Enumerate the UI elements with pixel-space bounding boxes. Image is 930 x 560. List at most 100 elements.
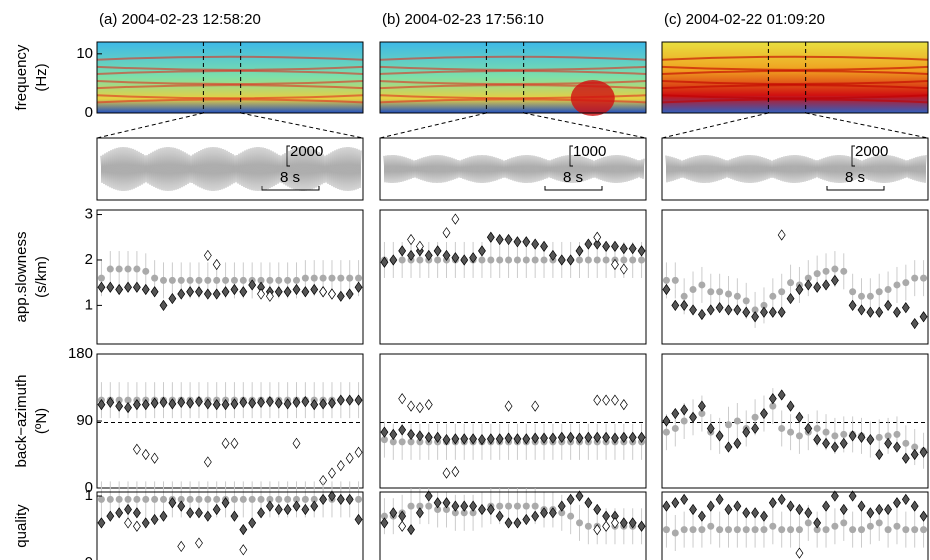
point [151, 274, 159, 282]
point [496, 502, 504, 510]
point [857, 431, 866, 443]
point [557, 500, 566, 512]
point [337, 274, 345, 282]
point [407, 502, 415, 510]
point [575, 490, 584, 502]
point [132, 281, 141, 293]
point [115, 265, 123, 273]
point [141, 448, 150, 461]
point [531, 510, 540, 522]
point [495, 433, 504, 445]
point [204, 495, 212, 503]
point [593, 503, 602, 516]
zoom-line [523, 112, 647, 139]
point [724, 441, 733, 453]
point [584, 238, 593, 250]
y-tick-label: 1 [85, 296, 93, 313]
point [689, 526, 697, 534]
point [310, 500, 319, 512]
point [407, 400, 415, 412]
point [442, 467, 451, 479]
point [239, 396, 248, 408]
point [751, 306, 759, 314]
point [716, 288, 724, 296]
point [760, 306, 768, 318]
amplitude-bar [569, 145, 573, 167]
point [558, 509, 566, 517]
spectrogram-band [379, 84, 647, 90]
point [159, 510, 168, 522]
point [522, 433, 531, 445]
point [97, 399, 106, 411]
y-axis-label: back−azimuth [13, 375, 30, 468]
y-axis-label: app.slowness [13, 232, 30, 323]
point [319, 286, 328, 298]
point [593, 431, 602, 443]
point [680, 292, 688, 300]
point [505, 256, 513, 264]
point [195, 286, 203, 298]
point [602, 240, 611, 252]
point [831, 522, 839, 530]
point [849, 526, 857, 534]
point [680, 299, 689, 312]
point [142, 495, 150, 503]
point [195, 537, 203, 549]
point [460, 433, 469, 445]
point [292, 396, 301, 408]
y-axis-label: (s/km) [33, 256, 50, 298]
point [576, 256, 583, 264]
point [804, 279, 813, 291]
point [389, 507, 398, 519]
point [840, 430, 848, 438]
point [124, 396, 132, 404]
spectrogram-band [661, 84, 929, 90]
point [619, 517, 628, 529]
time-bar [826, 186, 885, 191]
spectrogram-band [96, 98, 364, 104]
point [875, 288, 883, 296]
point [478, 503, 486, 516]
point [460, 500, 469, 512]
zoom-line [805, 112, 929, 139]
time-scale: 8 s [563, 169, 583, 186]
point [451, 466, 460, 478]
point [168, 276, 176, 284]
point [822, 267, 830, 275]
point [160, 276, 167, 284]
spectrogram-band [96, 69, 364, 75]
point [425, 502, 433, 510]
point [239, 495, 247, 503]
point [504, 400, 513, 412]
y-axis-label: frequency [13, 44, 30, 110]
point [786, 500, 795, 512]
time-scale: 8 s [845, 169, 865, 186]
point [813, 281, 822, 293]
spectrogram-image [97, 42, 363, 113]
panel-frame [96, 137, 364, 201]
point [160, 495, 167, 503]
point [777, 389, 786, 401]
point [725, 290, 732, 298]
point [124, 495, 132, 503]
point [177, 288, 186, 300]
point [328, 288, 336, 300]
point [293, 495, 300, 503]
point [265, 500, 274, 512]
point [354, 281, 363, 293]
point [786, 400, 795, 412]
point [540, 432, 548, 444]
point [848, 299, 857, 312]
point [442, 227, 451, 239]
point [884, 526, 892, 534]
point [283, 398, 292, 410]
point [751, 507, 760, 519]
point [566, 431, 575, 443]
point [132, 399, 141, 411]
point [760, 510, 768, 522]
panel-frame [661, 209, 929, 345]
point [124, 401, 132, 414]
point [724, 304, 733, 316]
point [141, 517, 150, 529]
point [813, 424, 821, 432]
